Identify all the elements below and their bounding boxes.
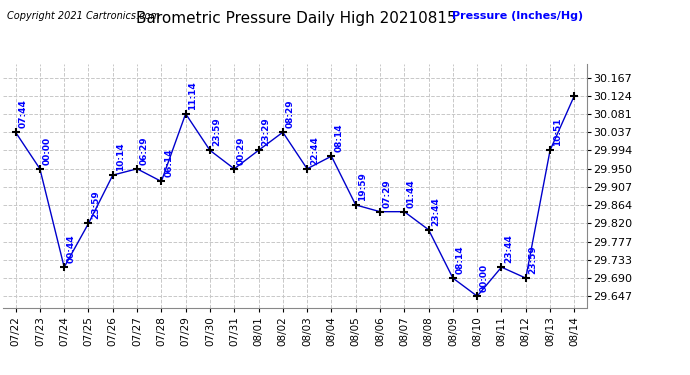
Text: 23:59: 23:59 [529, 245, 538, 274]
Text: 22:44: 22:44 [310, 136, 319, 165]
Text: 06:14: 06:14 [164, 148, 173, 177]
Text: 11:14: 11:14 [188, 81, 197, 110]
Text: 23:44: 23:44 [504, 234, 513, 263]
Text: Copyright 2021 Cartronics.com: Copyright 2021 Cartronics.com [7, 11, 160, 21]
Text: Barometric Pressure Daily High 20210815: Barometric Pressure Daily High 20210815 [137, 11, 457, 26]
Text: 01:44: 01:44 [407, 179, 416, 207]
Text: 23:44: 23:44 [431, 197, 440, 226]
Text: 06:29: 06:29 [140, 136, 149, 165]
Text: 00:44: 00:44 [67, 234, 76, 263]
Text: 10:51: 10:51 [553, 118, 562, 146]
Text: 10:14: 10:14 [115, 142, 125, 171]
Text: 00:00: 00:00 [43, 136, 52, 165]
Text: 00:00: 00:00 [480, 264, 489, 292]
Text: 07:29: 07:29 [383, 179, 392, 207]
Text: 08:14: 08:14 [334, 123, 343, 152]
Text: Pressure (Inches/Hg): Pressure (Inches/Hg) [452, 11, 583, 21]
Text: 08:14: 08:14 [455, 245, 464, 274]
Text: 19:59: 19:59 [359, 172, 368, 201]
Text: 23:59: 23:59 [91, 190, 100, 219]
Text: 23:29: 23:29 [262, 117, 270, 146]
Text: 07:44: 07:44 [19, 99, 28, 128]
Text: 00:29: 00:29 [237, 136, 246, 165]
Text: 08:29: 08:29 [286, 99, 295, 128]
Text: 23:59: 23:59 [213, 117, 221, 146]
